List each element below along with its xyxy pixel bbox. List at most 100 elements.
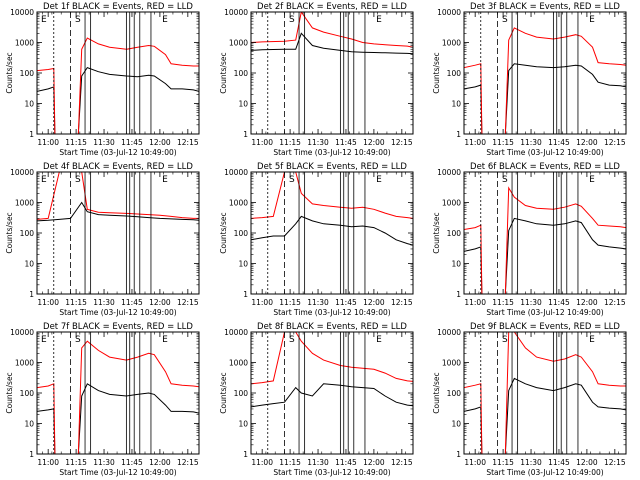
x-axis-label: Start Time (03-Jul-12 10:49:00) bbox=[273, 148, 390, 157]
y-tick-label: 10000 bbox=[224, 328, 248, 337]
x-tick-label: 12:00 bbox=[363, 138, 385, 147]
chart-panel-5: Det 5f BLACK = Events, RED = LLD S E 1 10 100… bbox=[219, 162, 414, 317]
lld-series-line bbox=[464, 27, 626, 134]
y-axis-label: Counts/sec bbox=[432, 372, 441, 413]
y-tick-label: 10000 bbox=[437, 168, 461, 177]
x-tick-label: 11:30 bbox=[307, 458, 329, 467]
panel-title: Det 9f BLACK = Events, RED = LLD bbox=[470, 322, 620, 332]
events-series-line bbox=[464, 217, 626, 294]
y-tick-label: 100 bbox=[447, 69, 462, 78]
y-tick-label: 100 bbox=[234, 229, 249, 238]
y-tick-label: 1000 bbox=[15, 39, 34, 48]
plot-frame bbox=[463, 11, 627, 135]
x-tick-label: 12:15 bbox=[177, 138, 199, 147]
x-tick-label: 12:15 bbox=[391, 458, 413, 467]
y-tick-label: 1 bbox=[456, 290, 461, 299]
marker-label: E bbox=[589, 175, 595, 185]
y-tick-label: 10000 bbox=[437, 8, 461, 17]
events-series-line bbox=[251, 383, 413, 408]
x-tick-label: 11:15 bbox=[65, 138, 87, 147]
chart-panel-4: Det 4f BLACK = Events, RED = LLD E S E 1 10 10… bbox=[5, 162, 200, 317]
x-tick-label: 11:30 bbox=[307, 298, 329, 307]
x-tick-label: 11:30 bbox=[520, 138, 542, 147]
x-tick-label: 11:00 bbox=[251, 458, 273, 467]
y-tick-label: 10 bbox=[451, 260, 461, 269]
marker-label: E bbox=[376, 175, 382, 185]
y-tick-label: 1000 bbox=[229, 39, 248, 48]
plot-frame bbox=[463, 331, 627, 455]
x-axis-label: Start Time (03-Jul-12 10:49:00) bbox=[59, 468, 176, 477]
x-axis-label: Start Time (03-Jul-12 10:49:00) bbox=[273, 308, 390, 317]
x-axis-label: Start Time (03-Jul-12 10:49:00) bbox=[486, 468, 603, 477]
events-series-line bbox=[37, 383, 199, 454]
y-tick-label: 1 bbox=[29, 450, 34, 459]
x-tick-label: 12:00 bbox=[149, 138, 171, 147]
x-tick-label: 12:00 bbox=[576, 138, 598, 147]
x-tick-label: 12:15 bbox=[604, 458, 626, 467]
panel-title: Det 8f BLACK = Events, RED = LLD bbox=[257, 322, 407, 332]
chart-panel-2: Det 2f BLACK = Events, RED = LLD S E 1 10 100… bbox=[219, 2, 414, 157]
y-tick-label: 1000 bbox=[229, 359, 248, 368]
plot-frame bbox=[250, 11, 414, 135]
y-tick-label: 1 bbox=[243, 290, 248, 299]
x-tick-label: 12:15 bbox=[391, 138, 413, 147]
y-tick-label: 1 bbox=[29, 130, 34, 139]
panel-title: Det 2f BLACK = Events, RED = LLD bbox=[257, 2, 407, 12]
lld-series-line bbox=[464, 332, 626, 454]
y-tick-label: 10 bbox=[451, 100, 461, 109]
lld-series-line bbox=[251, 12, 413, 48]
x-tick-label: 12:15 bbox=[604, 298, 626, 307]
y-tick-label: 10 bbox=[238, 100, 248, 109]
y-tick-label: 10 bbox=[24, 420, 34, 429]
marker-label: E bbox=[162, 335, 168, 345]
x-tick-label: 11:00 bbox=[37, 458, 59, 467]
y-tick-label: 1 bbox=[456, 130, 461, 139]
x-tick-label: 11:45 bbox=[335, 138, 357, 147]
events-series-line bbox=[464, 377, 626, 454]
y-axis-label: Counts/sec bbox=[219, 212, 228, 253]
plot-frame bbox=[250, 331, 414, 455]
plot-frame bbox=[36, 171, 200, 295]
chart-panel-1: Det 1f BLACK = Events, RED = LLD E S E 1 10 10… bbox=[5, 2, 200, 157]
x-tick-label: 12:15 bbox=[391, 298, 413, 307]
y-tick-label: 10 bbox=[238, 420, 248, 429]
lld-series-line bbox=[37, 340, 199, 454]
marker-label: S bbox=[75, 175, 81, 185]
y-tick-label: 1000 bbox=[442, 359, 461, 368]
y-tick-label: 10000 bbox=[10, 328, 34, 337]
x-axis-label: Start Time (03-Jul-12 10:49:00) bbox=[59, 148, 176, 157]
y-tick-label: 100 bbox=[234, 69, 249, 78]
x-tick-label: 11:00 bbox=[251, 298, 273, 307]
plot-frame bbox=[36, 11, 200, 135]
y-tick-label: 100 bbox=[20, 229, 35, 238]
y-tick-label: 10 bbox=[24, 100, 34, 109]
x-tick-label: 11:15 bbox=[279, 458, 301, 467]
x-tick-label: 11:30 bbox=[520, 458, 542, 467]
y-tick-label: 100 bbox=[20, 389, 35, 398]
plot-frame bbox=[463, 171, 627, 295]
x-tick-label: 12:00 bbox=[576, 298, 598, 307]
x-tick-label: 11:15 bbox=[492, 298, 514, 307]
x-tick-label: 12:15 bbox=[604, 138, 626, 147]
events-series-line bbox=[251, 32, 413, 55]
marker-label: S bbox=[502, 335, 508, 345]
y-tick-label: 100 bbox=[234, 389, 249, 398]
y-tick-label: 1000 bbox=[229, 199, 248, 208]
x-tick-label: 11:45 bbox=[548, 458, 570, 467]
x-tick-label: 11:15 bbox=[65, 458, 87, 467]
marker-label: E bbox=[376, 335, 382, 345]
marker-label: E bbox=[376, 15, 382, 25]
lld-series-line bbox=[464, 186, 626, 294]
x-tick-label: 11:00 bbox=[37, 138, 59, 147]
chart-panel-6: Det 6f BLACK = Events, RED = LLD S E 1 10 100… bbox=[432, 162, 627, 317]
x-axis-label: Start Time (03-Jul-12 10:49:00) bbox=[59, 308, 176, 317]
events-series-line bbox=[37, 66, 199, 134]
lld-series-line bbox=[37, 172, 199, 220]
x-tick-label: 11:45 bbox=[335, 298, 357, 307]
x-tick-label: 12:15 bbox=[177, 298, 199, 307]
x-tick-label: 12:00 bbox=[363, 458, 385, 467]
x-tick-label: 12:15 bbox=[177, 458, 199, 467]
y-tick-label: 100 bbox=[447, 229, 462, 238]
marker-label: S bbox=[289, 175, 295, 185]
